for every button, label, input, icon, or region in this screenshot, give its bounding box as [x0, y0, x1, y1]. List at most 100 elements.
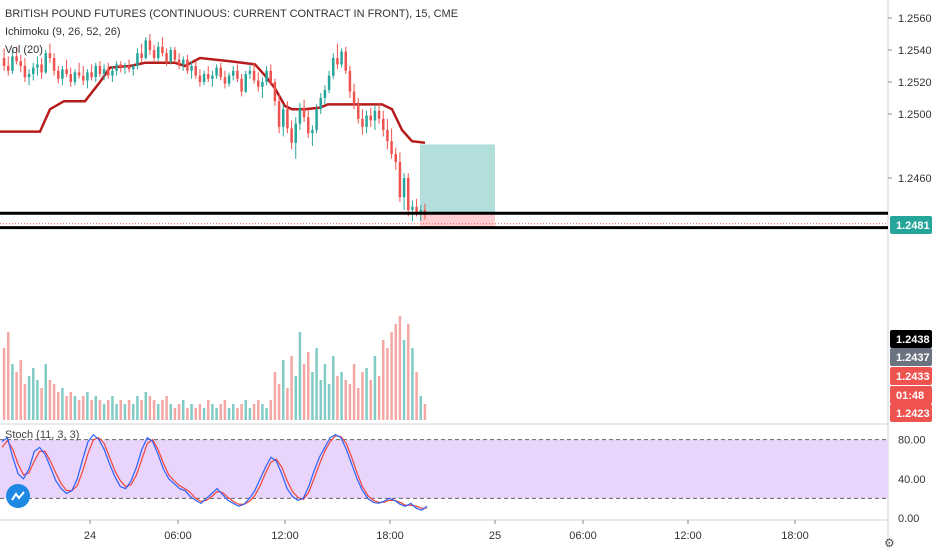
candle-body — [165, 53, 168, 62]
candle-body — [98, 66, 102, 74]
volume-bar — [157, 404, 160, 420]
volume-bar — [102, 404, 106, 420]
volume-bar — [319, 380, 322, 420]
candle-body — [182, 59, 185, 65]
candle-body — [294, 123, 297, 143]
volume-bar — [165, 396, 168, 420]
candle-body — [327, 75, 331, 90]
volume-bar — [286, 388, 289, 420]
candle-body — [102, 69, 106, 74]
candle-body — [15, 56, 18, 62]
candle-body — [307, 117, 310, 134]
volume-bar — [236, 408, 239, 420]
volume-bar — [415, 372, 418, 420]
volume-bar — [173, 408, 177, 420]
stoch-tick-label: 0.00 — [898, 513, 919, 525]
candle-body — [286, 109, 289, 129]
candle-body — [23, 66, 27, 78]
candle-body — [302, 107, 306, 118]
candle-body — [194, 66, 197, 76]
candle-body — [169, 50, 172, 62]
volume-bar — [344, 380, 347, 420]
volume-bar — [302, 364, 306, 420]
volume-bar — [348, 384, 352, 420]
volume-bar — [382, 340, 385, 420]
candle-body — [136, 53, 139, 66]
volume-bar — [369, 380, 372, 420]
volume-bar — [361, 372, 364, 420]
volume-bar — [411, 348, 414, 420]
volume-bar — [202, 408, 206, 420]
candle-body — [244, 74, 247, 92]
candle-body — [348, 70, 352, 92]
volume-bar — [86, 392, 89, 420]
volume-bar — [327, 384, 331, 420]
volume-bar — [294, 376, 297, 420]
x-tick-label: 25 — [489, 530, 501, 542]
volume-legend: Vol (20) — [5, 44, 43, 56]
volume-bar — [277, 384, 281, 420]
volume-bar — [32, 368, 35, 420]
candle-body — [161, 46, 164, 54]
candle-body — [202, 74, 206, 82]
candle-body — [419, 210, 422, 214]
price-label-box — [890, 386, 932, 404]
candle-body — [198, 75, 202, 82]
volume-bar — [144, 392, 147, 420]
volume-bar — [252, 404, 256, 420]
volume-bar — [140, 400, 143, 420]
candle-body — [132, 66, 135, 70]
candle-body — [369, 115, 372, 121]
candle-body — [94, 66, 97, 78]
candle-body — [40, 64, 43, 73]
stoch-tick-label: 40.00 — [898, 474, 926, 486]
volume-bar — [2, 348, 6, 420]
x-tick-label: 24 — [84, 530, 96, 542]
volume-bar — [40, 388, 43, 420]
volume-bar — [186, 408, 189, 420]
gear-icon[interactable]: ⚙ — [884, 536, 895, 550]
candle-body — [227, 75, 231, 84]
volume-bar — [123, 404, 127, 420]
tradingview-logo-icon[interactable] — [6, 484, 30, 508]
candle-body — [344, 51, 347, 71]
position-target-zone — [420, 144, 495, 214]
volume-bar — [340, 372, 343, 420]
candle-body — [86, 72, 89, 81]
volume-bar — [323, 364, 327, 420]
volume-bar — [7, 332, 10, 420]
x-tick-label: 18:00 — [376, 530, 404, 542]
candle-body — [415, 206, 418, 214]
candle-body — [269, 70, 272, 82]
price-label-box — [890, 404, 932, 422]
candle-body — [19, 61, 22, 66]
candle-body — [402, 178, 406, 198]
price-label-box — [890, 216, 932, 234]
candle-body — [252, 70, 256, 81]
y-tick-label: 1.2540 — [898, 45, 932, 57]
volume-bar — [407, 324, 410, 420]
volume-bar — [169, 404, 172, 420]
volume-bar — [423, 404, 427, 420]
volume-bar — [190, 404, 193, 420]
candle-body — [248, 70, 252, 74]
candle-body — [390, 141, 393, 154]
volume-bar — [357, 388, 360, 420]
volume-bar — [248, 408, 252, 420]
chart-title: BRITISH POUND FUTURES (CONTINUOUS: CURRE… — [5, 8, 459, 20]
volume-bar — [136, 396, 139, 420]
candle-body — [69, 74, 72, 82]
candle-body — [177, 59, 181, 65]
volume-bar — [69, 392, 72, 420]
candle-body — [257, 80, 260, 87]
stoch-band — [0, 439, 888, 499]
candle-body — [240, 78, 243, 92]
candle-body — [261, 82, 264, 87]
price-label-box — [890, 348, 932, 366]
volume-bar — [161, 400, 164, 420]
volume-bar — [240, 404, 243, 420]
volume-bar — [390, 332, 393, 420]
candle-body — [311, 130, 314, 134]
candle-body — [394, 154, 397, 162]
